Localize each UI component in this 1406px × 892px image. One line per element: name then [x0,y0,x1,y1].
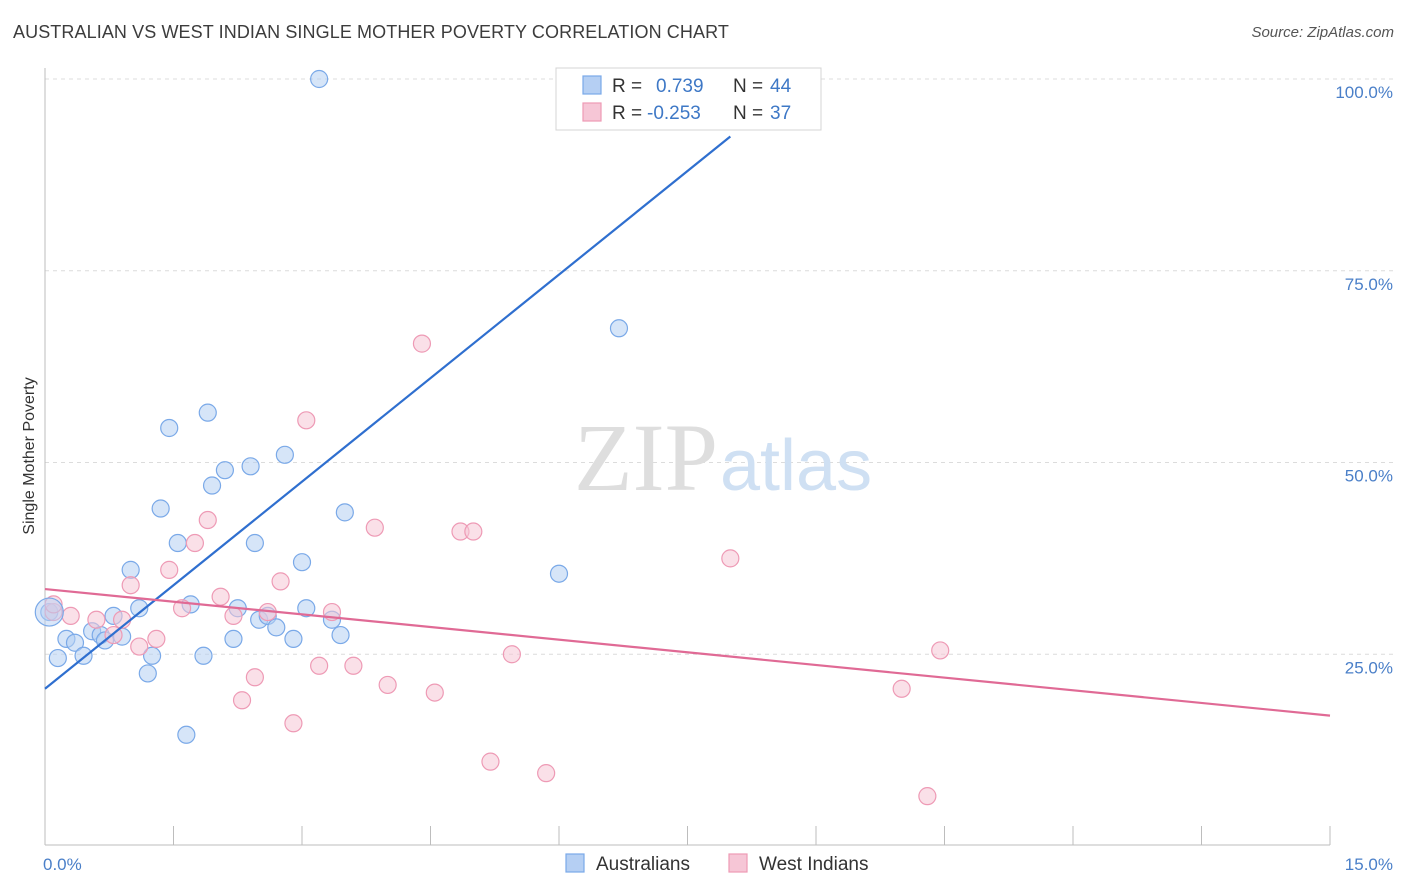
stats-n-value-west-indians: 37 [770,103,791,124]
point-australians-41 [609,319,629,338]
point-west-indians-19 [297,411,316,430]
series-legend: Australians West Indians [565,853,868,875]
point-west-indians-35 [931,641,950,660]
point-australians-25 [241,457,260,476]
stats-r-label-australians: R = [612,76,642,97]
point-australians-34 [310,69,329,89]
legend-swatch-west-indians [728,853,748,873]
point-west-indians-6 [130,637,149,656]
point-west-indians-20 [310,656,329,675]
point-australians-20 [198,403,217,422]
y-tick-label-2: 75.0% [1345,275,1393,294]
point-west-indians-13 [224,606,243,626]
point-australians-22 [215,461,234,480]
stats-n-value-australians: 44 [770,76,792,97]
x-axis-ticks [173,826,1331,845]
legend-label-australians: Australians [596,854,690,875]
point-west-indians-15 [245,668,264,687]
stats-r-value-west-indians: -0.253 [647,103,701,124]
point-australians-30 [275,445,294,464]
y-tick-labels: 25.0% 50.0% 75.0% 100.0% [1335,83,1393,677]
stats-legend: R = 0.739 N = 44 R = -0.253 N = 37 [555,67,822,131]
y-tick-label-3: 100.0% [1335,83,1393,102]
y-tick-label-0: 25.0% [1345,658,1393,677]
point-australians-13 [142,646,162,665]
point-west-indians-2 [87,610,106,629]
gridlines [45,78,1393,655]
stats-n-label-west-indians: N = [733,103,763,124]
point-west-indians-31 [537,764,556,783]
trend-lines [44,135,1331,717]
point-west-indians-8 [160,560,179,579]
stats-r-value-australians: 0.739 [656,76,704,97]
point-australians-15 [160,418,179,438]
stats-n-label-australians: N = [733,76,763,97]
legend-swatch-australians [565,853,585,873]
point-west-indians-22 [344,656,363,675]
point-australians-19 [194,646,213,665]
point-australians-29 [267,618,286,637]
source-label: Source: ZipAtlas.com [1251,24,1394,41]
point-australians-cluster [34,597,64,627]
point-west-indians-7 [147,629,166,649]
point-australians-3 [65,633,85,652]
point-west-indians-17 [271,572,290,591]
y-tick-label-1: 50.0% [1345,467,1393,486]
point-australians-32 [292,553,312,572]
point-west-indians-25 [412,334,432,353]
point-australians-21 [202,476,222,495]
point-australians-38 [549,564,569,583]
point-west-indians-24 [378,675,397,695]
point-west-indians-18 [284,714,303,733]
stats-swatch-australians [582,75,602,95]
point-west-indians-11 [198,510,217,530]
point-west-indians-5 [121,576,140,595]
trend-line-west-indians [44,587,1331,717]
point-west-indians-29 [481,752,500,771]
x-tick-label-max: 15.0% [1345,855,1393,874]
point-west-indians-32 [721,549,740,568]
point-west-indians-28 [464,522,483,541]
point-australians-14 [151,499,170,518]
point-west-indians-33 [892,679,911,698]
point-australians-23 [224,629,243,649]
legend-label-west-indians: West Indians [759,854,868,875]
point-australians-11 [130,599,149,618]
point-west-indians-34 [918,787,937,806]
stats-r-label-west-indians: R = [612,103,642,124]
point-australians-37 [335,503,354,522]
point-west-indians-26 [425,683,444,702]
point-west-indians-12 [211,587,230,606]
point-west-indians-1 [61,606,80,626]
point-australians-36 [331,625,350,645]
x-tick-label-min: 0.0% [43,855,82,874]
point-australians-31 [284,629,303,649]
point-australians-26 [245,533,264,553]
watermark-atlas: atlas [720,426,872,506]
point-australians-1 [48,648,67,668]
point-australians-10 [121,560,140,579]
point-west-indians-30 [502,645,521,664]
point-australians-33 [297,599,316,618]
point-west-indians-10 [185,533,205,553]
point-australians-16 [168,533,187,553]
point-australians-17 [177,725,196,744]
watermark-zip: ZIP [574,404,718,511]
point-australians-12 [138,664,157,683]
chart-title: AUSTRALIAN VS WEST INDIAN SINGLE MOTHER … [13,22,729,42]
y-axis-label: Single Mother Poverty [21,377,38,534]
stats-swatch-west-indians [582,102,602,122]
trend-line-australians [44,135,732,690]
point-west-indians-23 [365,518,384,537]
point-west-indians-14 [232,691,252,710]
